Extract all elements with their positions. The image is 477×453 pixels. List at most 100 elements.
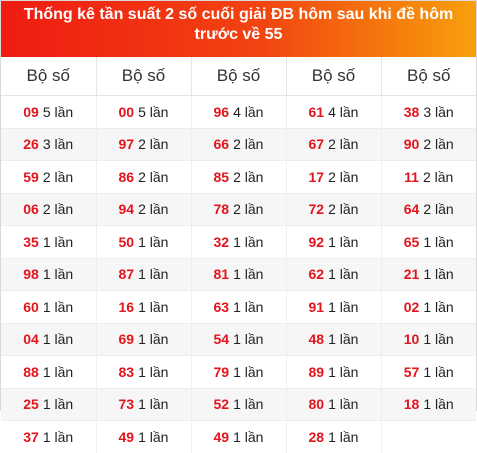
number-pair: 60 — [23, 298, 39, 315]
table-body: 09 5 lần 00 5 lần 96 4 lần 61 4 lần 38 3 lần 26 3 l… — [1, 95, 476, 453]
table-cell: 21 1 lần — [380, 258, 476, 291]
occurrence-count: 1 — [328, 363, 336, 380]
table-cell: 67 2 lần — [285, 128, 381, 161]
table-cell: 92 1 lần — [285, 225, 381, 259]
occurrence-count: 1 — [42, 298, 51, 315]
number-pair: 57 — [403, 363, 420, 380]
count-suffix: lần — [435, 331, 454, 348]
count-suffix: lần — [54, 396, 74, 413]
number-pair: 26 — [23, 136, 39, 153]
occurrence-count: 1 — [233, 233, 241, 250]
table-cell: 02 1 lần — [380, 290, 476, 324]
number-pair: 65 — [403, 233, 420, 250]
number-pair: 48 — [308, 331, 325, 348]
number-pair: 79 — [213, 363, 230, 380]
occurrence-count: 2 — [233, 201, 241, 218]
number-pair: 49 — [213, 428, 230, 445]
number-pair: 72 — [308, 201, 325, 218]
number-pair: 94 — [118, 201, 135, 218]
count-suffix: lần — [244, 428, 264, 445]
table-cell: 91 1 lần — [285, 290, 381, 324]
count-suffix: lần — [54, 233, 74, 250]
occurrence-count: 4 — [328, 103, 336, 120]
number-pair: 80 — [308, 396, 325, 413]
occurrence-count: 1 — [138, 266, 146, 283]
occurrence-count: 1 — [233, 298, 241, 315]
table-cell: 62 1 lần — [285, 258, 381, 291]
number-pair: 38 — [403, 103, 420, 120]
count-suffix: lần — [244, 363, 264, 380]
occurrence-count: 1 — [328, 331, 336, 348]
occurrence-count: 2 — [138, 168, 146, 185]
occurrence-count: 1 — [138, 233, 146, 250]
number-pair: 52 — [213, 396, 230, 413]
occurrence-count: 1 — [42, 363, 51, 380]
table-cell: 54 1 lần — [190, 323, 286, 356]
table-cell: 69 1 lần — [95, 323, 191, 356]
count-suffix: lần — [149, 233, 169, 250]
number-pair: 81 — [213, 266, 230, 283]
table-cell: 73 1 lần — [95, 388, 191, 421]
count-suffix: lần — [244, 201, 264, 218]
occurrence-count: 1 — [233, 396, 241, 413]
table-cell: 86 2 lần — [95, 160, 191, 194]
occurrence-count: 2 — [42, 168, 51, 185]
count-suffix: lần — [54, 103, 74, 120]
occurrence-count: 1 — [423, 266, 432, 283]
table-cell — [380, 420, 476, 453]
table-cell: 09 5 lần — [1, 95, 96, 129]
table-row: 88 1 lần 83 1 lần 79 1 lần 89 1 lần 57 1 lần — [1, 355, 476, 389]
count-suffix: lần — [244, 103, 264, 120]
count-suffix: lần — [339, 396, 359, 413]
column-header: Bộ số — [190, 57, 286, 96]
count-suffix: lần — [149, 266, 169, 283]
occurrence-count: 1 — [328, 396, 336, 413]
table-cell: 66 2 lần — [190, 128, 286, 161]
table-cell: 96 4 lần — [190, 95, 286, 129]
table-cell: 89 1 lần — [285, 355, 381, 389]
count-suffix: lần — [339, 136, 359, 153]
count-suffix: lần — [339, 201, 359, 218]
table-row: 09 5 lần 00 5 lần 96 4 lần 61 4 lần 38 3 lần — [1, 95, 476, 129]
number-pair: 35 — [23, 233, 39, 250]
occurrence-count: 5 — [138, 103, 146, 120]
number-pair: 83 — [118, 363, 135, 380]
table-cell: 25 1 lần — [1, 388, 96, 421]
count-suffix: lần — [435, 233, 454, 250]
table-row: 06 2 lần 94 2 lần 78 2 lần 72 2 lần 64 2 lần — [1, 193, 476, 226]
occurrence-count: 1 — [233, 331, 241, 348]
column-header: Bộ số — [1, 57, 96, 96]
occurrence-count: 2 — [423, 136, 432, 153]
number-pair: 87 — [118, 266, 135, 283]
table-cell: 00 5 lần — [95, 95, 191, 129]
table-row: 98 1 lần 87 1 lần 81 1 lần 62 1 lần 21 1 lần — [1, 258, 476, 291]
number-pair: 49 — [118, 428, 135, 445]
occurrence-count: 5 — [42, 103, 51, 120]
number-pair: 00 — [118, 103, 135, 120]
occurrence-count: 1 — [138, 396, 146, 413]
number-pair: 89 — [308, 363, 325, 380]
table-cell: 97 2 lần — [95, 128, 191, 161]
count-suffix: lần — [244, 396, 264, 413]
count-suffix: lần — [54, 331, 74, 348]
count-suffix: lần — [339, 103, 359, 120]
occurrence-count: 2 — [138, 136, 146, 153]
number-pair: 91 — [308, 298, 325, 315]
count-suffix: lần — [244, 298, 264, 315]
number-pair: 86 — [118, 168, 135, 185]
count-suffix: lần — [435, 298, 454, 315]
occurrence-count: 2 — [138, 201, 146, 218]
number-pair: 63 — [213, 298, 230, 315]
count-suffix: lần — [435, 363, 454, 380]
count-suffix: lần — [244, 168, 264, 185]
number-pair: 28 — [308, 428, 325, 445]
table-cell: 37 1 lần — [1, 421, 96, 453]
occurrence-count: 2 — [328, 168, 336, 185]
table-cell: 48 1 lần — [285, 323, 381, 356]
occurrence-count: 1 — [42, 331, 51, 348]
number-pair: 64 — [403, 201, 420, 218]
page-title: Thống kê tần suất 2 số cuối giải ĐB hôm … — [1, 1, 476, 57]
table-cell: 65 1 lần — [380, 225, 476, 259]
occurrence-count: 1 — [423, 396, 432, 413]
count-suffix: lần — [149, 363, 169, 380]
